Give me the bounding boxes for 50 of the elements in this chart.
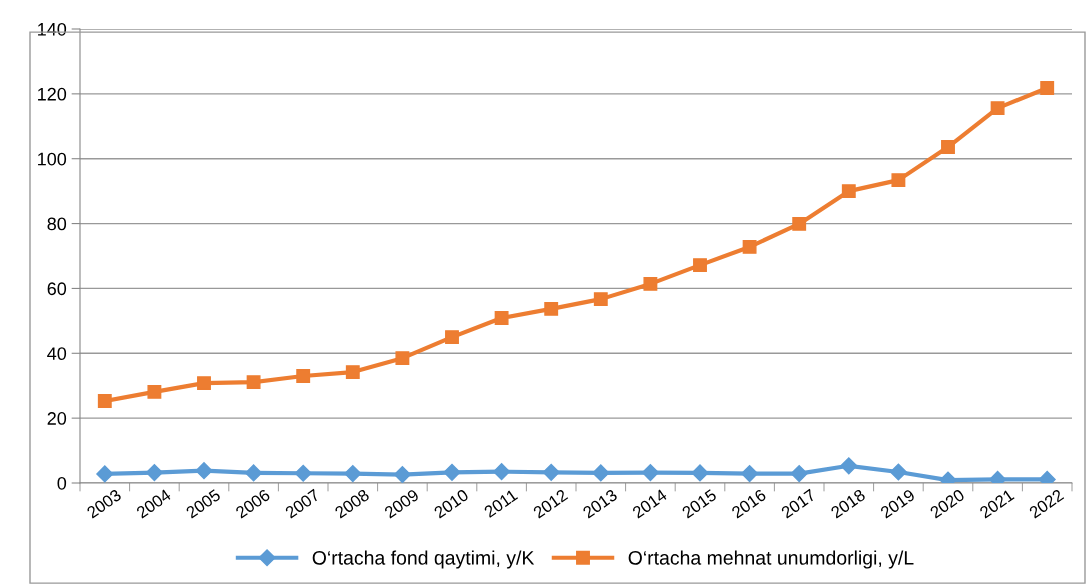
x-tick-label: 2010 [433,488,470,519]
point [294,464,312,482]
point [641,464,659,482]
point [445,330,459,345]
y-tick-label: 80 [47,217,67,231]
point [493,463,511,481]
point [345,365,360,380]
x-tick-label: 2020 [929,488,966,519]
point [891,173,906,188]
legend-label: O‘rtacha mehnat unumdorligi, y/L [628,550,914,569]
point [592,464,610,482]
y-tick-label: 120 [38,87,67,101]
point [494,310,509,325]
point [97,394,112,408]
y-tick-label: 0 [57,476,67,490]
x-tick-label: 2011 [483,488,519,518]
point [741,465,759,483]
y-tick-label: 60 [47,282,67,296]
point [593,292,608,307]
point [296,369,311,383]
point [393,466,411,483]
point [742,239,757,254]
point [195,462,213,480]
point [344,465,362,483]
point [395,351,410,366]
y-tick-label: 20 [47,412,67,425]
y-tick-label: 40 [47,347,67,361]
y-tick-label: 140 [38,22,67,36]
point [691,464,709,482]
y-tick-label: 100 [38,152,67,166]
point [147,384,162,399]
point [145,464,163,482]
point [889,463,907,481]
point [840,457,858,475]
point [790,465,808,483]
point [246,375,261,390]
point [542,463,560,481]
point [544,301,559,316]
point [941,140,955,154]
point [841,184,856,199]
point [96,465,114,483]
point [693,258,707,273]
point [443,463,461,481]
point [245,464,263,482]
point [643,276,658,291]
point [792,216,807,231]
point [197,376,211,391]
legend-label: O‘rtacha fond qaytimi, y/K [312,550,535,569]
point [1040,81,1055,95]
point [990,101,1005,116]
